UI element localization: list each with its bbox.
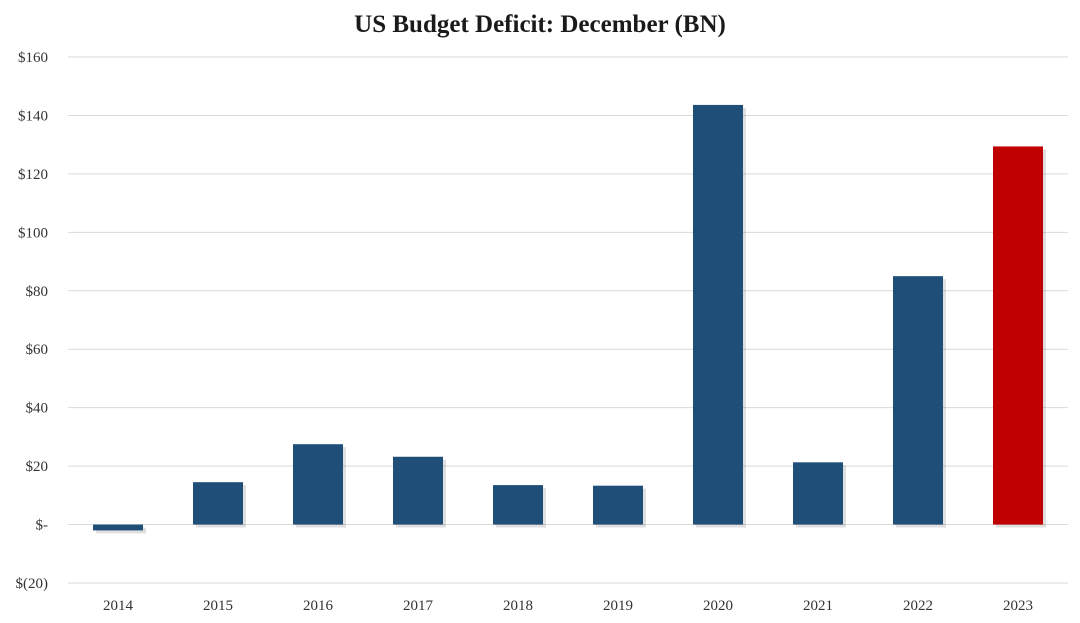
y-tick-label: $40	[26, 401, 49, 417]
bar-2020	[693, 104, 743, 525]
x-tick-label: 2016	[303, 598, 334, 614]
y-axis-tick-labels: $(20) $- $20 $40 $60 $80 $100 $120 $140 $160	[16, 50, 49, 592]
bar-2015	[193, 482, 243, 525]
bar-2022	[893, 276, 943, 525]
bar-2017	[393, 456, 443, 525]
x-tick-label: 2018	[503, 598, 533, 614]
x-axis-tick-labels: 2014 2015 2016 2017 2018 2019 2020 2021 2022 2023	[103, 598, 1033, 614]
bar-2019	[593, 485, 643, 525]
x-tick-label: 2017	[403, 598, 434, 614]
y-tick-label: $80	[26, 284, 49, 300]
bar-2021	[793, 462, 843, 525]
x-tick-label: 2023	[1003, 598, 1033, 614]
bar-2016	[293, 444, 343, 525]
y-tick-label: $160	[18, 50, 48, 66]
y-tick-label: $(20)	[16, 576, 49, 592]
y-tick-label: $-	[36, 518, 49, 534]
y-tick-label: $60	[26, 342, 49, 358]
x-tick-label: 2021	[803, 598, 833, 614]
bar-shadow	[96, 527, 146, 534]
bar-2023	[993, 146, 1043, 525]
x-tick-label: 2019	[603, 598, 633, 614]
y-tick-label: $20	[26, 459, 49, 475]
y-tick-label: $120	[18, 167, 48, 183]
y-tick-label: $140	[18, 108, 48, 124]
x-tick-label: 2014	[103, 598, 134, 614]
chart-title: US Budget Deficit: December (BN)	[354, 11, 726, 38]
bar-2014	[93, 524, 143, 531]
x-tick-label: 2020	[703, 598, 733, 614]
y-tick-label: $100	[18, 225, 48, 241]
x-tick-label: 2022	[903, 598, 933, 614]
bars	[93, 104, 1046, 534]
bar-2018	[493, 485, 543, 525]
x-tick-label: 2015	[203, 598, 233, 614]
